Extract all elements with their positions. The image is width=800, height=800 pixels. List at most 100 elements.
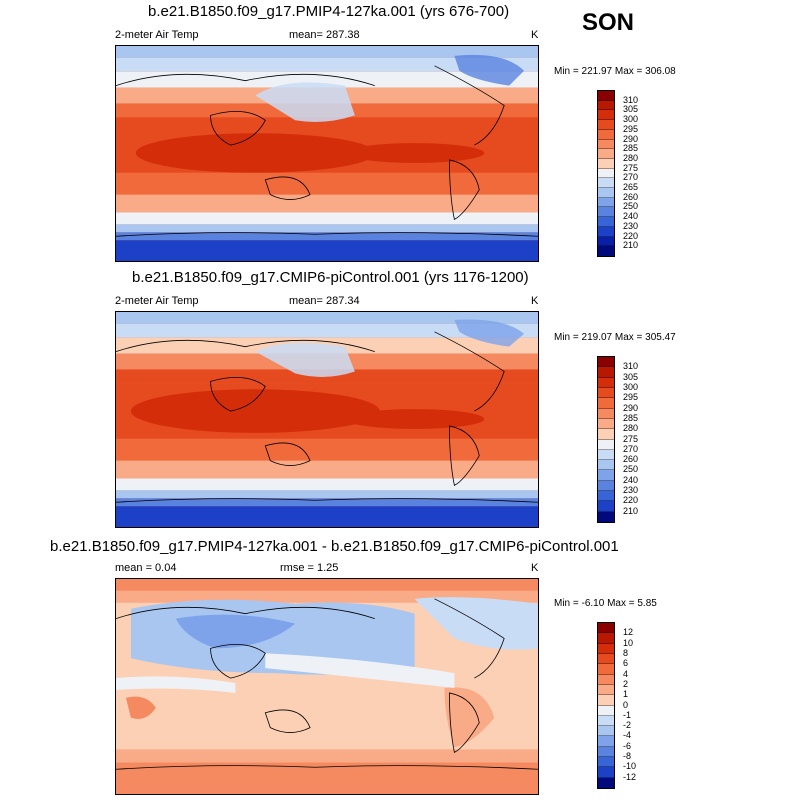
colorbar-tick-label: 12 [623,627,634,638]
colorbar-tick-label: 10 [623,637,634,648]
colorbar-segment [598,408,614,419]
colorbar-segment [598,418,614,430]
panel2-title: b.e21.B1850.f09_g17.CMIP6-piControl.001 … [132,269,529,286]
colorbar-segment [598,501,614,512]
panel1-minmax: Min = 221.97 Max = 306.08 [554,66,676,77]
colorbar-segment [598,470,614,481]
colorbar-segment [598,757,614,768]
colorbar-tick-label: -6 [623,740,632,751]
colorbar-tick-label: 240 [623,211,639,222]
panel1-map [115,45,539,262]
panel2-colorbar [597,356,615,523]
colorbar-segment [598,746,614,758]
colorbar-segment [598,623,614,634]
colorbar-segment [598,633,614,644]
colorbar-tick-label: -1 [623,709,632,720]
colorbar-tick-label: 270 [623,172,639,183]
panel2-variable: 2-meter Air Temp [115,295,199,307]
colorbar-tick-label: 310 [623,94,639,105]
panel2-minmax: Min = 219.07 Max = 305.47 [554,332,676,343]
colorbar-segment [598,129,614,140]
colorbar-tick-label: 270 [623,443,639,454]
colorbar-segment [598,139,614,150]
colorbar-tick-label: 8 [623,647,629,658]
colorbar-tick-label: -2 [623,720,632,731]
colorbar-tick-label: 2 [623,678,629,689]
colorbar-segment [598,91,614,101]
colorbar-tick-label: 295 [623,392,639,403]
colorbar-tick-label: 260 [623,191,639,202]
colorbar-tick-label: 220 [623,230,639,241]
colorbar-tick-label: 295 [623,123,639,134]
colorbar-segment [598,643,614,654]
colorbar-tick-label: -12 [623,771,637,782]
colorbar-tick-label: 280 [623,423,639,434]
colorbar-tick-label: 220 [623,495,639,506]
colorbar-segment [598,367,614,378]
colorbar-tick-label: 300 [623,381,639,392]
colorbar-tick-label: 310 [623,361,639,372]
colorbar-segment [598,207,614,218]
colorbar-tick-label: -10 [623,761,637,772]
panel3-title: b.e21.B1850.f09_g17.PMIP4-127ka.001 - b.… [50,538,619,555]
colorbar-tick-label: 250 [623,201,639,212]
panel2-units: K [531,295,539,307]
colorbar-tick-label: 275 [623,433,639,444]
panel3-colorbar [597,622,615,789]
panel1-units: K [531,29,539,41]
panel3-difference-field [116,579,538,794]
colorbar-tick-label: 260 [623,454,639,465]
colorbar-segment [598,149,614,159]
panel3-units: K [531,562,539,574]
colorbar-segment [598,110,614,121]
colorbar-segment [598,695,614,706]
colorbar-segment [598,158,614,169]
colorbar-segment [598,684,614,696]
colorbar-segment [598,449,614,461]
colorbar-tick-label: 285 [623,412,639,423]
colorbar-tick-label: 0 [623,699,629,710]
colorbar-tick-label: 240 [623,474,639,485]
colorbar-tick-label: 275 [623,162,639,173]
colorbar-segment [598,377,614,388]
colorbar-segment [598,767,614,778]
colorbar-segment [598,480,614,492]
colorbar-segment [598,188,614,198]
colorbar-tick-label: 210 [623,505,639,516]
colorbar-segment [598,226,614,237]
colorbar-tick-label: -8 [623,751,632,762]
colorbar-segment [598,674,614,685]
colorbar-tick-label: 6 [623,658,629,669]
colorbar-segment [598,491,614,502]
colorbar-tick-label: 1 [623,689,629,700]
panel3-mean: mean = 0.04 [115,562,177,574]
colorbar-segment [598,460,614,471]
colorbar-segment [598,100,614,111]
panel2-temperature-field [116,312,538,527]
colorbar-segment [598,511,614,522]
colorbar-segment [598,398,614,409]
panel2-map [115,311,539,528]
colorbar-segment [598,439,614,450]
colorbar-segment [598,178,614,189]
colorbar-segment [598,429,614,440]
panel3-map [115,578,539,795]
colorbar-segment [598,217,614,227]
panel3-minmax: Min = -6.10 Max = 5.85 [554,598,657,609]
panel1-temperature-field [116,46,538,261]
colorbar-segment [598,705,614,716]
colorbar-segment [598,120,614,130]
panel3-rmse: rmse = 1.25 [280,562,339,574]
colorbar-segment [598,246,614,256]
panel1-mean: mean= 287.38 [289,29,360,41]
colorbar-segment [598,387,614,399]
colorbar-segment [598,653,614,665]
colorbar-segment [598,357,614,368]
colorbar-tick-label: 300 [623,114,639,125]
colorbar-tick-label: 230 [623,485,639,496]
colorbar-tick-label: 305 [623,371,639,382]
panel1-title: b.e21.B1850.f09_g17.PMIP4-127ka.001 (yrs… [148,3,510,20]
colorbar-segment [598,664,614,675]
colorbar-segment [598,777,614,788]
colorbar-tick-label: 290 [623,402,639,413]
